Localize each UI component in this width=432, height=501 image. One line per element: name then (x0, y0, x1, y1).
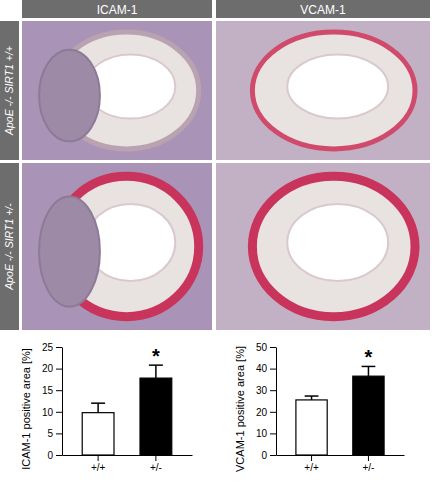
y-axis-title: ICAM-1 positive area [%] (20, 348, 32, 470)
y-tick-label: 0 (47, 450, 53, 461)
x-axis: +/+ +/- (63, 455, 193, 473)
y-tick-label: 30 (256, 385, 268, 396)
tissue-background (216, 163, 430, 330)
row-header: ApoE -/- SIRT1 +/+ (3, 46, 15, 136)
x-tick-mark (155, 455, 156, 461)
y-tick: 10 (42, 407, 62, 418)
x-axis: +/+ +/- (277, 455, 405, 473)
bar-chart: 0 10 20 30 40 50 +/+ +/- VCAM-1 positive area [%… (234, 342, 405, 473)
y-tick-mark (270, 412, 276, 413)
y-tick: 20 (42, 363, 62, 374)
vessel-lumen (287, 54, 388, 118)
y-tick-label: 25 (42, 342, 54, 353)
y-axis-title: VCAM-1 positive area [%] (234, 346, 246, 472)
y-tick-mark (56, 347, 62, 348)
y-tick: 0 (47, 450, 62, 461)
x-tick-mark (311, 455, 312, 461)
bar (296, 400, 327, 455)
y-tick-label: 20 (256, 407, 268, 418)
column-header: ICAM-1 (97, 3, 138, 17)
plaque (39, 196, 100, 306)
y-tick: 40 (256, 363, 276, 374)
y-tick: 50 (256, 342, 276, 353)
histology-image (22, 163, 212, 330)
tissue-background (22, 163, 212, 330)
y-tick-label: 15 (42, 385, 54, 396)
bar (353, 376, 384, 455)
y-tick-mark (56, 433, 62, 434)
plaque (39, 50, 100, 142)
row-header-bg (0, 163, 19, 330)
figure: ICAM-1 VCAM-1 ApoE -/- SIRT1 +/+ ApoE -/- S… (0, 0, 432, 501)
y-tick-label: 40 (256, 363, 268, 374)
y-tick-mark (270, 347, 276, 348)
y-axis-line (62, 348, 63, 456)
y-tick-mark (270, 390, 276, 391)
y-axis: 0 10 20 30 40 50 (256, 342, 277, 461)
x-tick: +/- (150, 455, 162, 473)
y-tick-mark (56, 390, 62, 391)
y-tick: 5 (47, 428, 62, 439)
y-axis-line (276, 348, 277, 456)
vessel-lumen (287, 204, 388, 281)
plot-area (82, 365, 172, 455)
x-axis-line (63, 455, 193, 456)
x-tick-label: +/+ (304, 462, 319, 473)
y-tick: 30 (256, 385, 276, 396)
y-tick-label: 20 (42, 363, 54, 374)
y-tick: 20 (256, 407, 276, 418)
row-header-bg (0, 21, 19, 160)
x-tick-label: +/+ (91, 462, 106, 473)
y-tick-mark (56, 369, 62, 370)
vessel-wall (252, 176, 415, 316)
y-tick: 0 (261, 450, 276, 461)
y-tick-label: 5 (47, 428, 53, 439)
y-tick-label: 50 (256, 342, 268, 353)
significance-marker: * (365, 346, 373, 368)
y-tick-label: 10 (42, 407, 54, 418)
column-header-bg (216, 0, 430, 18)
bar-chart: 0 5 10 15 20 25 +/+ +/- ICAM-1 positive area [%]… (20, 342, 193, 473)
y-tick-label: 0 (261, 450, 267, 461)
x-tick: +/- (362, 455, 374, 473)
column-header: VCAM-1 (300, 3, 346, 17)
tissue-background (216, 21, 430, 160)
error-bar-cap (305, 395, 319, 397)
bar (82, 413, 114, 455)
histology-image (22, 21, 212, 160)
y-tick-mark (270, 369, 276, 370)
y-tick-mark (270, 433, 276, 434)
y-tick: 10 (256, 428, 276, 439)
y-tick-mark (56, 412, 62, 413)
x-tick-mark (98, 455, 99, 461)
significance-marker: * (152, 345, 160, 367)
y-tick-mark (56, 455, 62, 456)
vessel-wall (252, 32, 415, 149)
row-header: ApoE -/- SIRT1 +/- (3, 203, 15, 291)
histology-image (216, 21, 430, 160)
y-tick: 15 (42, 385, 62, 396)
x-tick-label: +/- (362, 462, 374, 473)
y-tick-label: 10 (256, 428, 268, 439)
plot-area (296, 366, 384, 455)
x-axis-line (277, 455, 405, 456)
y-tick: 25 (42, 342, 62, 353)
error-bar-cap (91, 402, 105, 404)
y-axis: 0 5 10 15 20 25 (42, 342, 63, 461)
error-bar-stem (97, 403, 99, 413)
column-header-bg (22, 0, 212, 18)
x-tick-mark (368, 455, 369, 461)
x-tick: +/+ (304, 455, 319, 473)
histology-image (216, 163, 430, 330)
x-tick-label: +/- (150, 462, 162, 473)
bar (140, 378, 172, 455)
tissue-background (22, 21, 212, 160)
y-tick-mark (270, 455, 276, 456)
error-bar (91, 403, 105, 413)
x-tick: +/+ (91, 455, 106, 473)
